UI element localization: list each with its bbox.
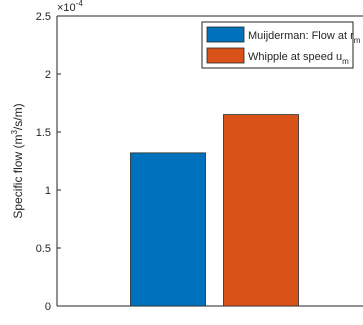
y-tick-label: 2 bbox=[45, 69, 51, 81]
y-ticks: 0 0.5 1 1.5 2 2.5 bbox=[36, 11, 61, 313]
legend-label-muijderman: Muijderman: Flow at rm bbox=[248, 30, 361, 45]
legend-label-whipple-sub: m bbox=[342, 57, 349, 66]
legend-swatch-muijderman bbox=[206, 26, 245, 43]
legend-swatch-whipple bbox=[206, 47, 245, 64]
y-multiplier-exp: -4 bbox=[76, 0, 84, 8]
bar-muijderman bbox=[130, 152, 206, 307]
y-tick-label: 0.5 bbox=[36, 243, 51, 255]
y-tick-label: 0 bbox=[45, 301, 51, 313]
y-tick-label: 2.5 bbox=[36, 11, 51, 23]
legend: Muijderman: Flow at rm Whipple at speed … bbox=[201, 21, 361, 69]
legend-label-muijderman-sub: m bbox=[354, 36, 361, 45]
legend-label-whipple-main: Whipple at speed u bbox=[248, 51, 342, 63]
bar-whipple bbox=[223, 114, 299, 307]
y-label-sup: 3 bbox=[10, 130, 19, 135]
legend-label-muijderman-main: Muijderman: Flow at r bbox=[248, 30, 354, 42]
y-tick-label: 1 bbox=[45, 185, 51, 197]
y-multiplier-base: ×10 bbox=[57, 2, 76, 14]
y-multiplier: ×10-4 bbox=[57, 0, 83, 14]
bars bbox=[130, 114, 299, 307]
y-axis-label: Specific flow (m3/s/m) bbox=[10, 103, 25, 218]
y-label-tail: /s/m) bbox=[11, 103, 25, 130]
legend-label-whipple: Whipple at speed um bbox=[248, 51, 349, 66]
y-label-main: Specific flow (m bbox=[11, 135, 25, 219]
y-tick-label: 1.5 bbox=[36, 127, 51, 139]
